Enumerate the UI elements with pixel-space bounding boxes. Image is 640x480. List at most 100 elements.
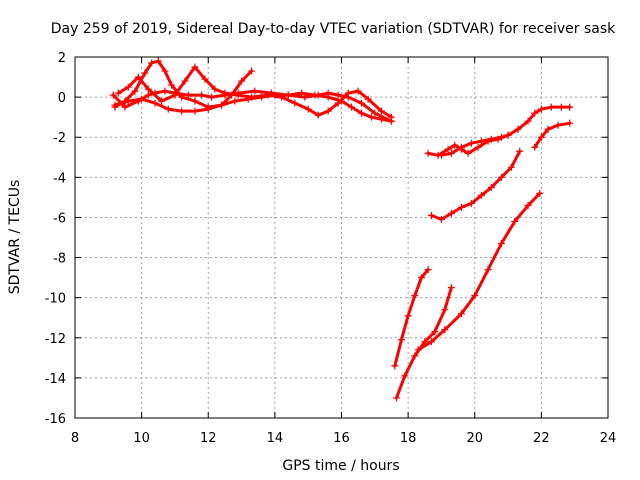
data-point [544,125,552,133]
data-point [554,121,562,129]
data-point [138,95,146,103]
data-point [151,99,159,107]
data-point [234,91,242,99]
chart-title: Day 259 of 2019, Sidereal Day-to-day VTE… [51,21,616,37]
data-point [537,105,545,113]
data-point [347,103,355,111]
data-point [134,73,142,81]
data-point [191,97,199,105]
y-axis-label: SDTVAR / TECUs [7,180,23,295]
series-6 [437,131,512,159]
y-tick-label: -2 [53,131,66,146]
data-point [211,85,219,93]
data-point [391,362,399,370]
data-point [164,105,172,113]
data-point [457,203,465,211]
data-point [191,63,199,71]
data-point [324,107,332,115]
data-point [111,101,119,109]
data-point [427,211,435,219]
y-tick-label: -14 [45,372,66,387]
data-point [424,266,432,274]
data-point [484,266,492,274]
data-point [178,107,186,115]
data-point [168,81,176,89]
data-point [181,77,189,85]
data-point [184,91,192,99]
x-tick-label: 12 [200,431,217,446]
data-point [531,109,539,117]
data-point [557,103,565,111]
data-point [304,105,312,113]
data-point [338,97,345,105]
data-point [314,111,322,119]
data-point [171,91,179,99]
data-point [447,284,455,292]
series-10 [392,284,455,402]
data-point [411,352,419,360]
data-point [144,91,152,99]
y-tick-label: -10 [45,292,66,307]
data-point [218,101,226,109]
series-11 [414,189,544,354]
y-tick-label: -16 [45,412,66,427]
data-point [474,143,482,151]
data-point [198,91,206,99]
data-point [497,173,505,181]
data-point [354,87,362,95]
y-tick-label: -8 [53,252,66,267]
data-point [387,117,395,125]
data-point [124,83,132,91]
data-point [344,89,352,97]
data-point [547,103,555,111]
data-point [271,91,279,99]
data-point [248,67,256,75]
axis-tick-labels: 8 10 12 14 16 18 20 22 24 -16 -14 -12 -10 -8 -6 -4 -2 0 2 [45,51,617,446]
data-point [397,336,405,344]
data-series [109,57,574,402]
x-tick-label: 24 [600,431,617,446]
data-point [437,215,445,223]
data-point [537,133,545,141]
data-point [441,306,449,314]
data-point [447,209,455,217]
data-point [367,113,375,121]
x-tick-label: 14 [267,431,284,446]
data-point [208,93,216,101]
x-tick-label: 20 [466,431,483,446]
data-point [424,149,432,157]
data-point [444,145,452,153]
series-7 [427,147,524,223]
data-point [441,326,449,334]
data-point [251,87,259,95]
data-point [334,91,342,99]
data-point [148,59,156,67]
data-point [487,135,495,143]
data-point [524,117,532,125]
data-point [324,93,332,101]
data-point [284,91,292,99]
y-tick-label: -12 [45,332,66,347]
y-tick-label: 0 [58,91,66,106]
data-point [451,141,459,149]
series-line [533,121,572,149]
data-point [411,292,419,300]
data-point [516,147,524,155]
data-point [447,149,455,157]
data-point [258,93,266,101]
data-point [427,338,435,346]
x-tick-label: 18 [400,431,417,446]
x-tick-label: 10 [133,431,150,446]
data-point [291,99,299,107]
data-point [417,274,425,282]
data-point [161,87,169,95]
data-point [514,125,522,133]
data-point [141,69,149,77]
data-point [231,97,239,105]
data-point [377,107,385,115]
data-point [144,85,152,93]
data-point [124,97,132,105]
series-line [393,268,430,368]
data-point [437,151,445,159]
